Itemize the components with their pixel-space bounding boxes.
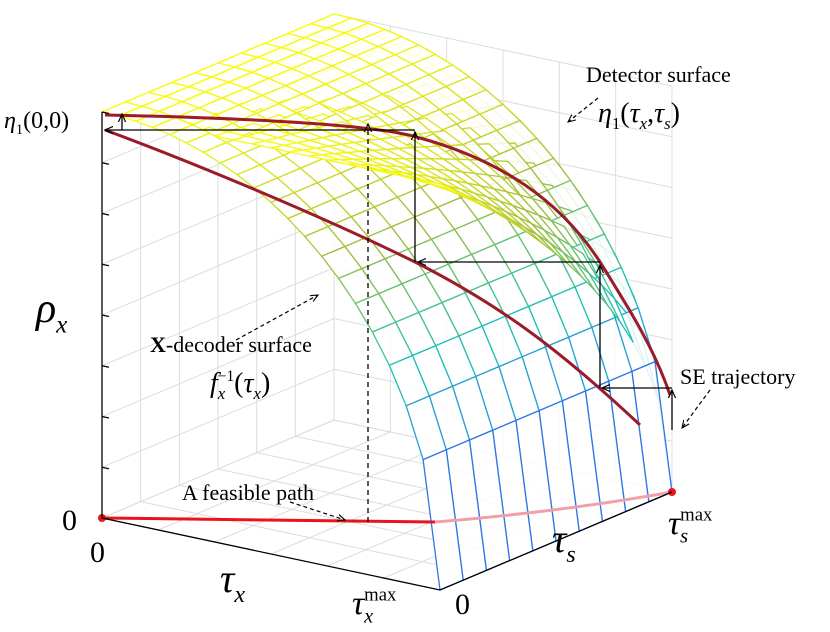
tick-label: τsmax​: [668, 504, 713, 547]
labels: η1​(0,0) 0 0 τxmax​ 0 τsmax​ ρx​ τx​ τs​…: [4, 62, 795, 628]
subscript: 1: [612, 114, 620, 133]
pointer: [682, 389, 711, 428]
vertical-ticks: [101, 111, 110, 521]
pointer: [289, 501, 345, 520]
text-part: η: [598, 98, 612, 129]
surfaces: [99, 13, 673, 591]
pointer: [235, 295, 318, 341]
axis-label: τx​: [220, 556, 245, 608]
text-part: (0,0): [23, 108, 69, 134]
subscript: s: [680, 526, 688, 548]
detector-trajectory: [104, 113, 672, 396]
mesh-cell: [420, 179, 454, 191]
subscript: 1: [16, 122, 23, 138]
feasible-path: [101, 516, 436, 524]
axis-label: ρx​: [34, 286, 67, 339]
subscript: x: [363, 606, 373, 628]
overlay: [98, 97, 711, 524]
subscript: s: [664, 114, 671, 133]
text-part: τ: [654, 98, 665, 129]
superscript: max: [680, 504, 713, 525]
subscript: x: [55, 312, 67, 339]
tick-label: 0: [455, 588, 470, 621]
text-part: τ: [220, 556, 236, 601]
text-part: τ: [552, 516, 568, 561]
text-part: ρ: [34, 286, 56, 332]
text-part: (: [620, 98, 629, 129]
annotation: η1​(τx​,τs​): [598, 98, 680, 133]
text-part: τ: [352, 585, 366, 622]
text-part: f: [210, 368, 221, 399]
superscript: max: [364, 584, 397, 605]
tick: [101, 314, 110, 318]
tick: [101, 517, 110, 521]
tick: [101, 365, 110, 368]
text-part: η: [4, 108, 16, 134]
text-part: τ: [244, 368, 255, 399]
tick-label: 0: [62, 504, 77, 537]
axis-label: τs​: [552, 516, 576, 568]
subscript: x: [639, 114, 648, 133]
tick: [101, 162, 110, 165]
annotation: fx−1​(τx​): [210, 368, 270, 403]
subscript: x: [233, 582, 245, 608]
text-part: (: [234, 368, 243, 399]
tick: [101, 415, 110, 419]
text-part: τ: [668, 505, 682, 542]
text-part: -decoder surface: [166, 332, 312, 357]
tick: [101, 466, 110, 470]
tick-label: τxmax​: [352, 584, 397, 627]
feasible-path-hidden: [434, 490, 673, 524]
text-part: τ: [630, 98, 641, 129]
text-part: ): [671, 98, 680, 129]
tick: [101, 263, 110, 267]
annotation: SE trajectory: [680, 364, 795, 389]
text-part: ): [261, 368, 270, 399]
tick-label: η1​(0,0): [4, 108, 69, 138]
annotation: A feasible path: [182, 480, 314, 505]
annotation: Detector surface: [586, 62, 731, 87]
tick-label: 0: [90, 536, 105, 569]
annotation: X-decoder surface: [150, 332, 312, 357]
text-part: X: [150, 332, 166, 357]
subscript: x: [253, 384, 262, 403]
superscript: −1: [218, 368, 234, 385]
text-part: ,: [647, 98, 654, 129]
subscript: s: [566, 542, 575, 568]
tick: [101, 111, 110, 115]
subscript: x: [217, 384, 226, 403]
tick: [101, 212, 110, 216]
pointer: [568, 97, 599, 122]
